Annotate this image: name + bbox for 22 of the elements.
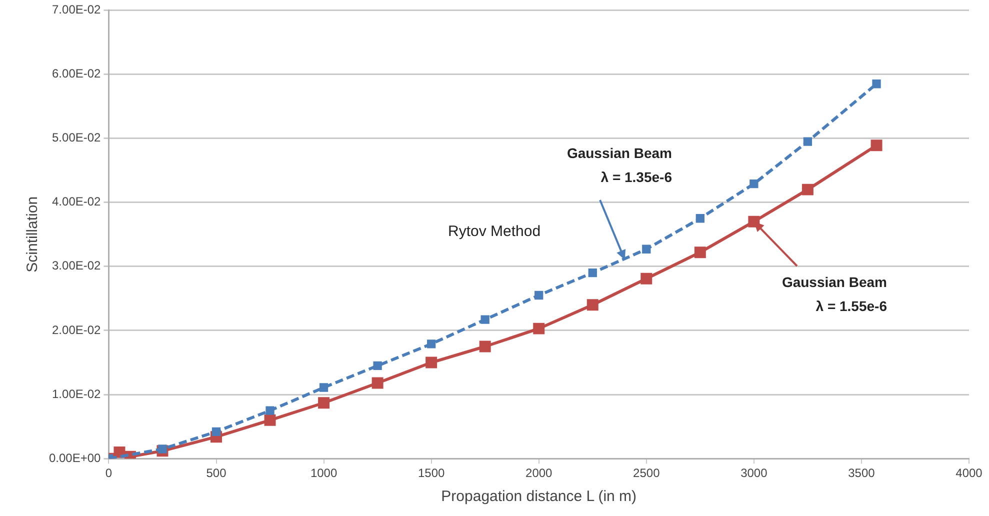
annotation: Gaussian Beam λ = 1.55e-6	[782, 274, 888, 314]
y-tick-label: 5.00E-02	[52, 130, 102, 145]
x-tick-label: 3500	[848, 466, 876, 480]
y-tick-label: 6.00E-02	[52, 66, 102, 81]
x-axis-title: Propagation distance L (in m)	[441, 488, 637, 506]
y-tick-label: 4.00E-02	[52, 194, 102, 209]
x-tick-label: 500	[206, 466, 227, 480]
x-tick-label: 2000	[526, 466, 553, 480]
y-tick-label: 7.00E-02	[52, 2, 102, 17]
annotation: Gaussian Beam λ = 1.35e-6	[566, 145, 672, 185]
y-tick-label: 3.00E-02	[52, 258, 102, 273]
x-tick-label: 4000	[956, 466, 983, 480]
x-tick-label: 0	[105, 466, 112, 480]
y-tick-label: 2.00E-02	[52, 322, 102, 337]
annotation: Rytov Method	[448, 223, 541, 240]
y-axis-title: Scintillation	[24, 196, 42, 272]
x-tick-label: 1500	[418, 466, 445, 480]
y-tick-label: 1.00E-02	[52, 386, 102, 401]
x-tick-label: 1000	[310, 466, 338, 480]
x-tick-label: 2500	[633, 466, 660, 480]
x-tick-label: 3000	[740, 466, 768, 480]
y-tick-label: 0.00E+00	[48, 450, 102, 465]
